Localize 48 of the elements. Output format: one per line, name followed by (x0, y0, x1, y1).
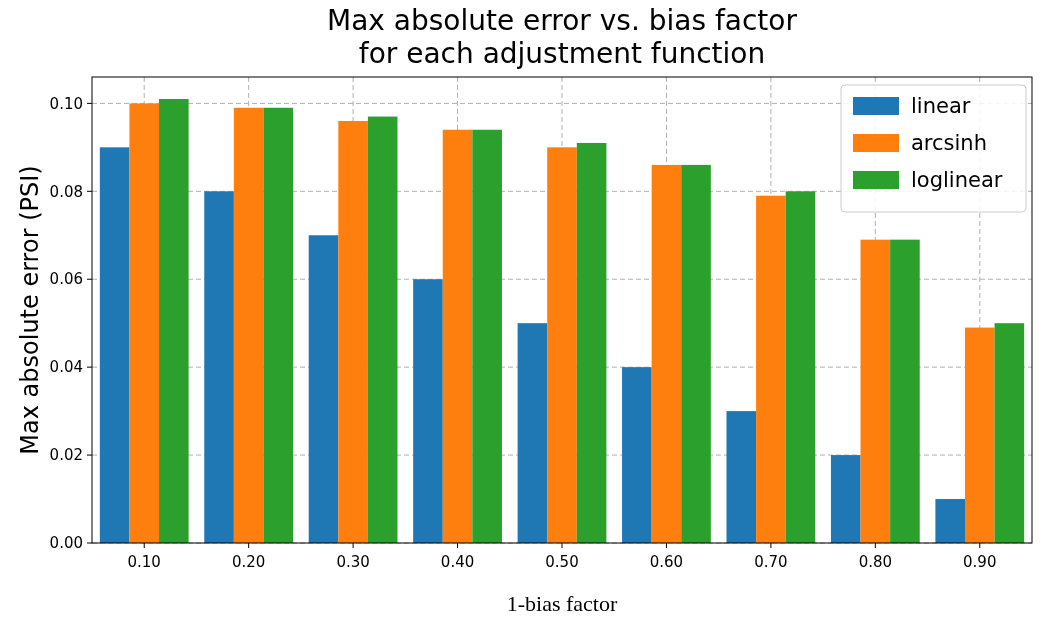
bar (935, 499, 965, 543)
bar (576, 142, 607, 543)
bar (338, 120, 368, 543)
bar (413, 279, 443, 543)
bar (308, 235, 339, 543)
legend-label: loglinear (911, 168, 1003, 193)
y-tick-label: 0.02 (49, 446, 83, 465)
bar (517, 323, 548, 543)
x-tick-label: 0.80 (858, 553, 893, 571)
legend-label: arcsinh (911, 131, 987, 156)
chart-title: Max absolute error vs. bias factor for each adjustment function (327, 4, 798, 70)
bar (681, 164, 711, 543)
bar (830, 455, 861, 543)
bar (233, 107, 264, 543)
bar (263, 107, 294, 543)
bar (890, 239, 920, 543)
y-tick-label: 0.06 (49, 270, 83, 289)
bar (994, 323, 1025, 543)
y-tick-label: 0.00 (49, 534, 83, 553)
bar (622, 367, 652, 543)
x-tick-label: 0.10 (127, 553, 161, 571)
x-tick-label: 0.30 (336, 553, 370, 571)
y-tick-label: 0.10 (49, 94, 83, 113)
x-tick-label: 0.50 (545, 553, 579, 571)
bar (442, 129, 473, 543)
bar (860, 239, 891, 543)
x-tick-label: 0.60 (649, 553, 684, 571)
bar (651, 164, 682, 543)
bar (204, 191, 234, 543)
bar (785, 191, 816, 543)
bar (367, 116, 398, 543)
bar (129, 103, 160, 543)
bar (726, 411, 757, 543)
x-tick-label: 0.90 (963, 553, 997, 571)
x-tick-label: 0.40 (440, 553, 475, 571)
bar (964, 327, 995, 543)
x-axis-title: 1-bias factor (506, 591, 618, 616)
bar (756, 195, 786, 543)
x-tick-label: 0.70 (754, 553, 788, 571)
y-axis-title: Max absolute error (PSI) (16, 165, 44, 455)
bar (547, 147, 577, 543)
bar (99, 147, 130, 543)
bar (159, 98, 189, 543)
bar (472, 129, 502, 543)
x-tick-label: 0.20 (231, 553, 266, 571)
y-tick-label: 0.04 (49, 358, 83, 377)
legend-label: linear (911, 94, 971, 119)
y-tick-label: 0.08 (49, 182, 83, 201)
